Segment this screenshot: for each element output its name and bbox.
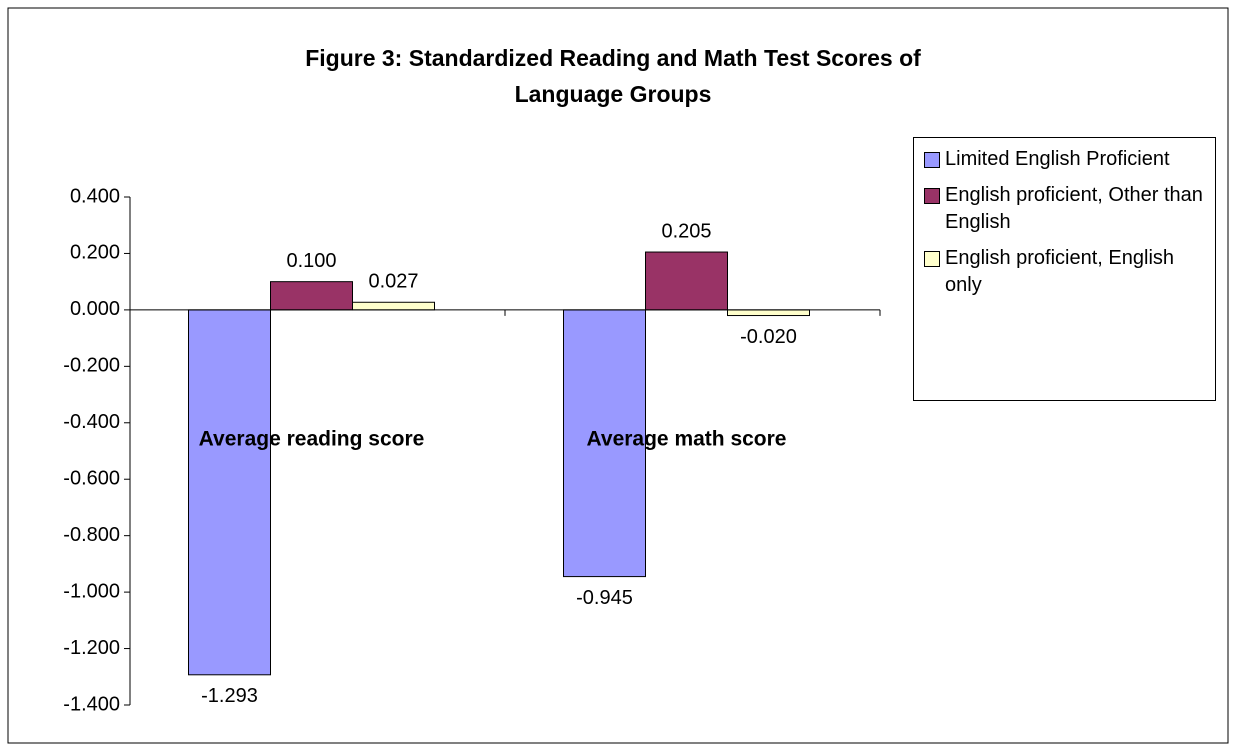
- legend-swatch: [924, 188, 940, 204]
- x-tick-label: Average math score: [587, 428, 787, 451]
- y-tick-label: -1.400: [63, 693, 120, 715]
- value-label: -0.945: [576, 587, 633, 609]
- y-tick-label: 0.200: [70, 242, 120, 264]
- value-label: 0.100: [286, 250, 336, 272]
- bar: [727, 309, 810, 317]
- bar: [270, 281, 353, 311]
- chart-frame: [7, 7, 1229, 744]
- legend-swatch: [924, 152, 940, 168]
- y-tick-label: 0.000: [70, 298, 120, 320]
- y-tick-label: 0.400: [70, 185, 120, 207]
- y-tick-label: -0.600: [63, 468, 120, 490]
- legend-label: Limited English Proficient: [945, 148, 1170, 170]
- y-tick-label: -0.800: [63, 524, 120, 546]
- bar: [352, 301, 435, 311]
- bar: [563, 309, 646, 578]
- value-label: -0.020: [740, 326, 797, 348]
- y-tick-label: -0.400: [63, 411, 120, 433]
- x-tick-label: Average reading score: [199, 428, 425, 451]
- legend: Limited English Proficient English profic…: [913, 137, 1216, 401]
- y-tick-label: -0.200: [63, 355, 120, 377]
- legend-label: English proficient, Other than English: [945, 184, 1203, 233]
- y-tick-label: -1.000: [63, 580, 120, 602]
- legend-swatch: [924, 251, 940, 267]
- bar: [645, 251, 728, 311]
- bar: [188, 309, 271, 676]
- legend-entry: English proficient, English only: [924, 245, 1207, 299]
- legend-entry: Limited English Proficient: [924, 146, 1207, 173]
- value-label: -1.293: [201, 685, 258, 707]
- legend-label: English proficient, English only: [945, 247, 1175, 296]
- y-tick-label: -1.200: [63, 637, 120, 659]
- value-label: 0.027: [368, 271, 418, 293]
- chart-title: Figure 3: Standardized Reading and Math …: [305, 45, 921, 107]
- value-label: 0.205: [661, 220, 711, 242]
- legend-entry: English proficient, Other than English: [924, 182, 1207, 236]
